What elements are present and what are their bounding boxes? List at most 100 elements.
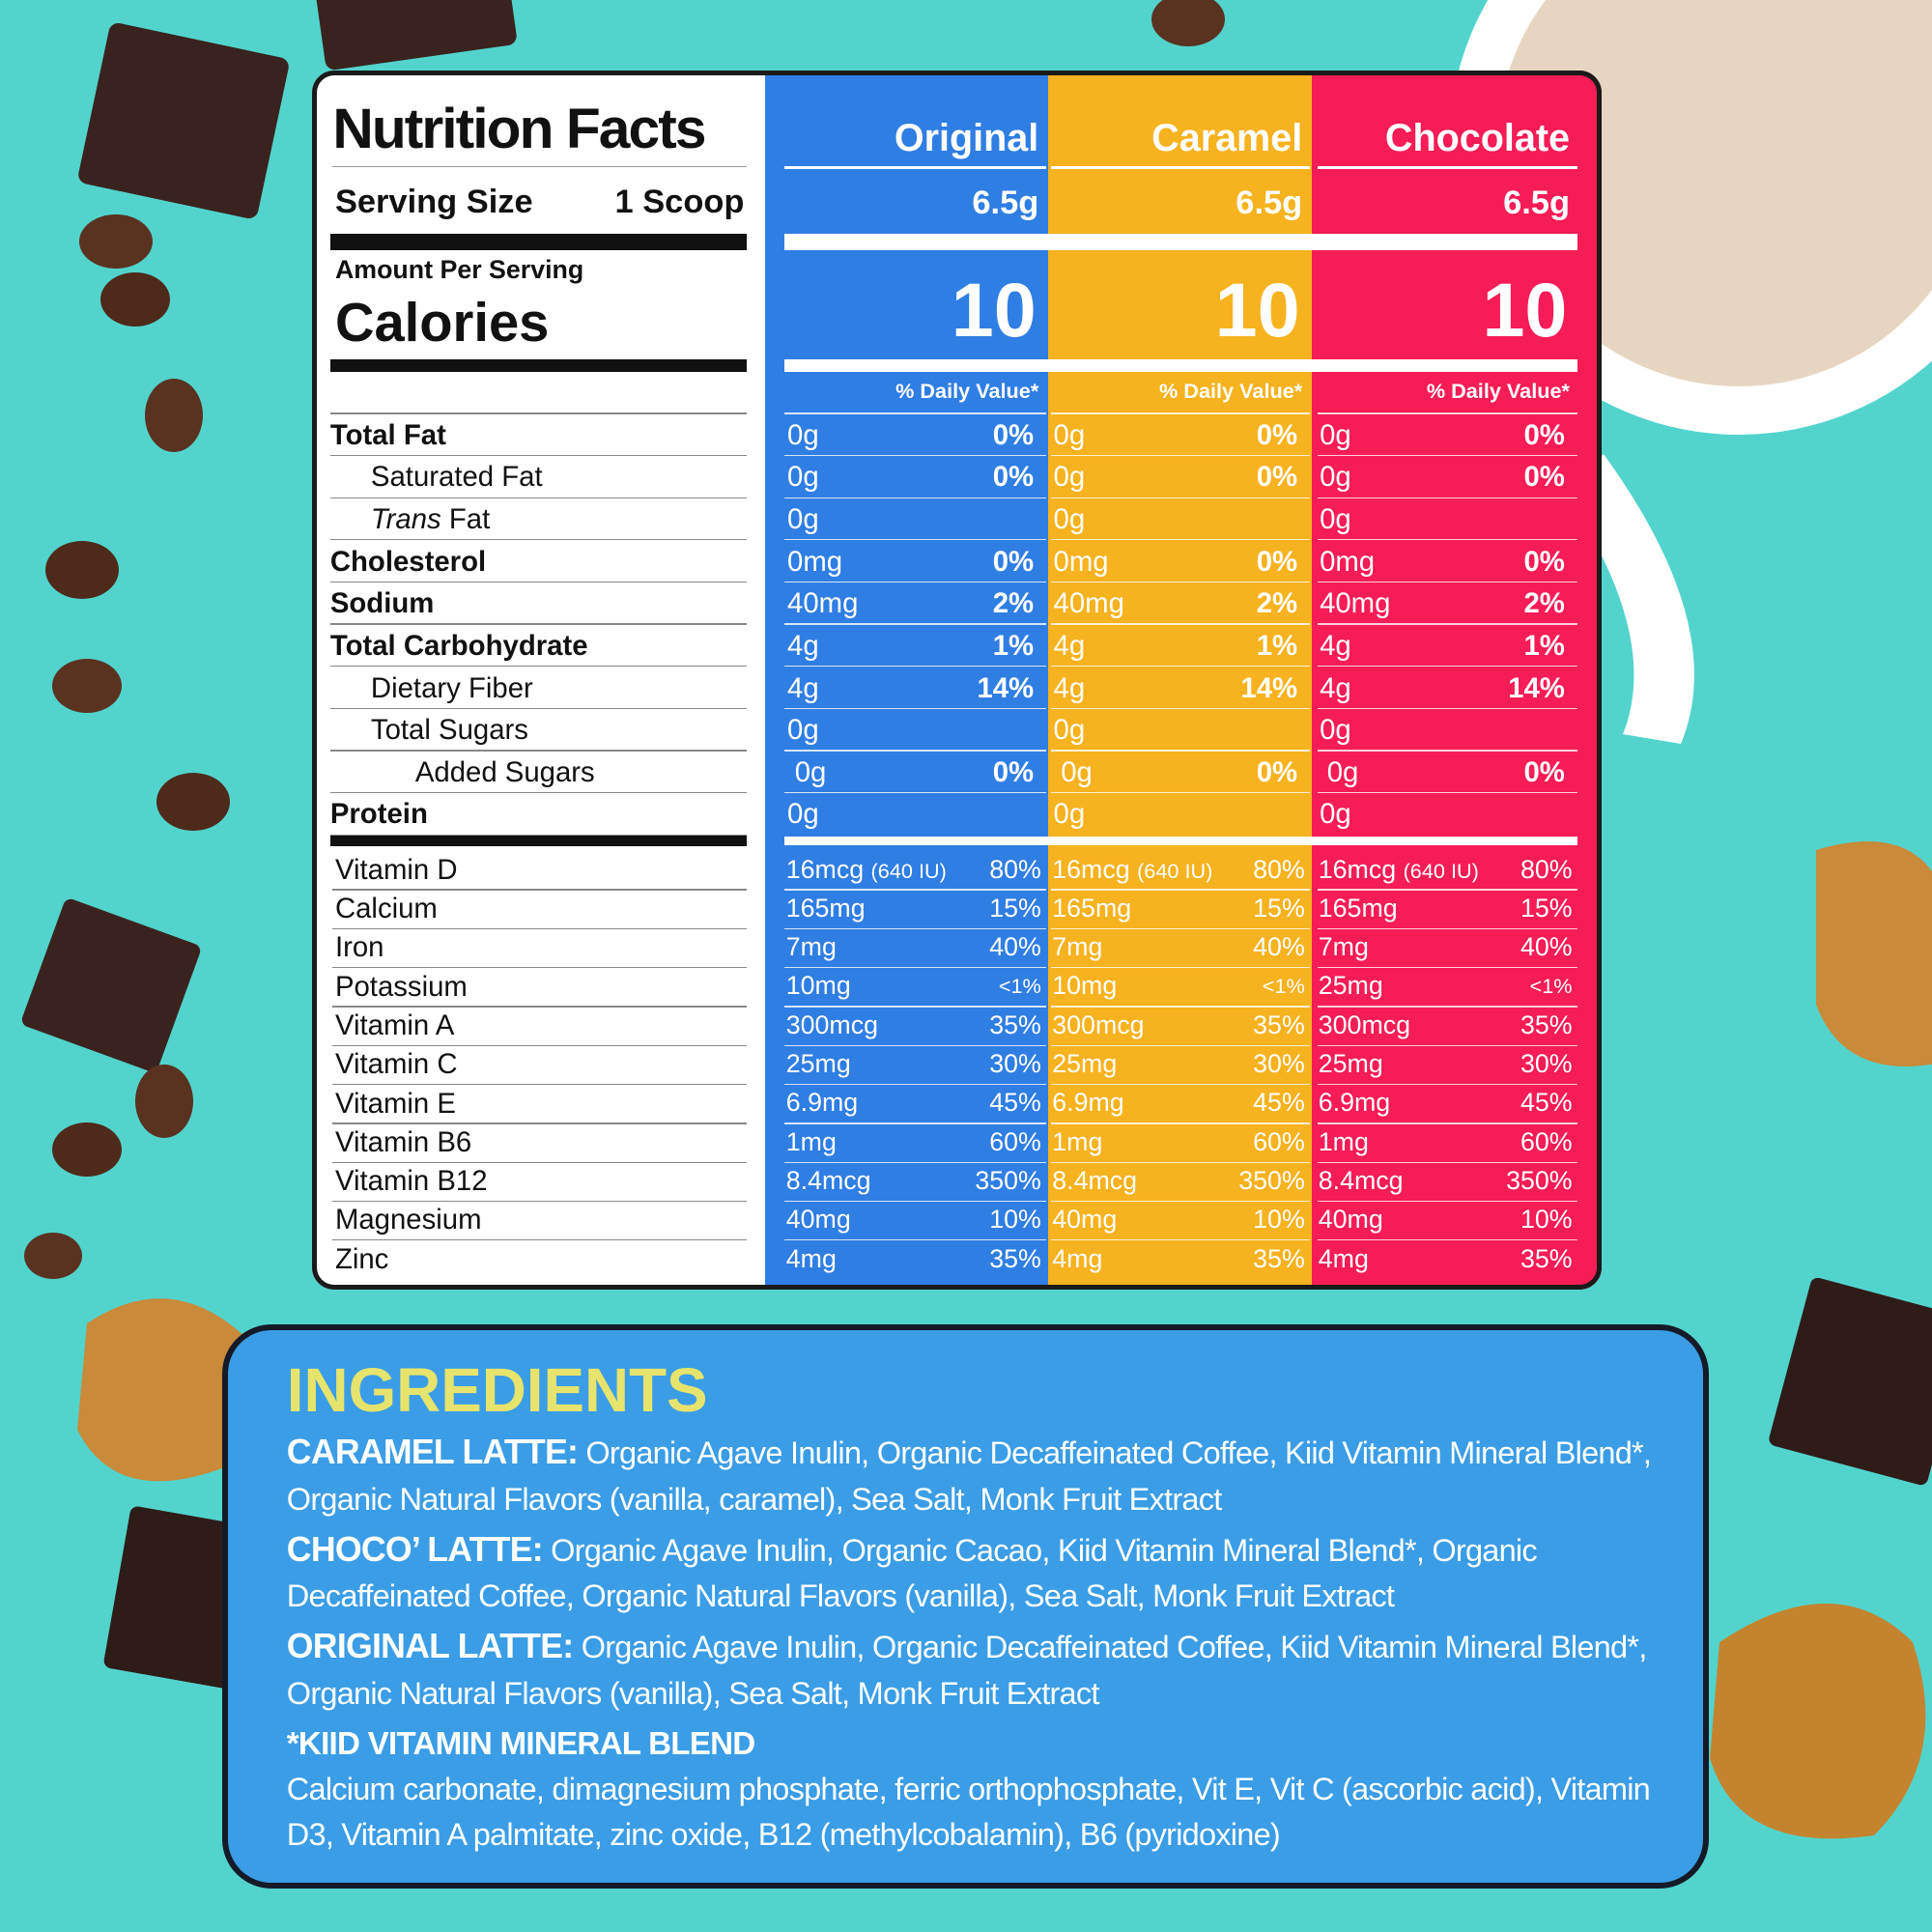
nutrient-amount: 0g — [787, 798, 819, 831]
vitamin-daily-value: 40% — [1253, 932, 1305, 962]
row-rule — [1051, 889, 1310, 891]
nutrient-name: Sodium — [330, 583, 1193, 623]
row-rule — [784, 1161, 1046, 1163]
row-rule — [1051, 1200, 1310, 1203]
amount-per-serving: Amount Per Serving — [334, 254, 584, 284]
ingredient-item: CARAMEL LATTE: Organic Agave Inulin, Org… — [287, 1430, 1655, 1521]
vitamin-daily-value: 35% — [1520, 1243, 1573, 1273]
row-rule — [332, 927, 747, 929]
row-rule — [784, 1122, 1046, 1124]
row-rule — [329, 497, 747, 498]
vitamin-amount: 40mg — [1319, 1202, 1602, 1238]
vitamin-amount-text: 165mg — [1318, 893, 1398, 923]
nutrient-daily-value: 0% — [992, 461, 1035, 494]
row-rule — [1317, 1044, 1577, 1046]
vitamin-amount: 1mg — [1052, 1124, 1602, 1161]
nutrient-amount: 0mg — [787, 545, 843, 578]
bean — [79, 214, 153, 269]
vitamin-name: Vitamin A — [334, 1009, 455, 1041]
nutrient-daily-value: 0% — [1523, 755, 1565, 788]
blend-title: *KIID VITAMIN MINERAL BLEND — [286, 1725, 755, 1762]
vitamin-amount-text: 165mg — [1052, 893, 1132, 923]
ingredient-label: CHOCO’ LATTE: — [286, 1529, 544, 1569]
vitamin-amount-text: 4mg — [1052, 1243, 1103, 1273]
nutrient-daily-value: 1% — [992, 629, 1035, 662]
vitamin-amount: 40mg — [786, 1202, 1602, 1238]
bean — [145, 379, 203, 452]
row-rule — [329, 539, 747, 541]
row-rule — [332, 1161, 747, 1163]
vitamin-name: Vitamin C — [334, 1048, 458, 1081]
vitamin-amount-text: 16mcg — [785, 854, 865, 884]
vitamin-amount-text: 300mcg — [1318, 1009, 1411, 1039]
vitamin-amount-text: 16mcg — [1052, 854, 1130, 884]
nutrient-daily-value: 0% — [992, 755, 1035, 788]
row-rule — [1317, 1006, 1577, 1008]
nutrient-name-text: Protein — [329, 798, 428, 831]
vitamin-daily-value: 15% — [1520, 893, 1573, 923]
nutrient-daily-value: 0% — [1523, 545, 1565, 578]
nutrient-name: Total Carbohydrate — [330, 626, 1193, 666]
flavor-column — [1312, 70, 1603, 1291]
vitamin-amount: 8.4mcg — [786, 1163, 1602, 1200]
nutrient-amount: 0g — [1053, 503, 1086, 536]
nutrient-amount: 0g — [787, 461, 819, 494]
vitamin-amount: 10mg — [1052, 968, 1602, 1005]
vitamin-amount-text: 25mg — [785, 1049, 851, 1079]
chocolate — [314, 0, 517, 71]
row-rule — [1317, 1083, 1577, 1086]
nutrient-name-italic: Trans — [370, 503, 441, 536]
row-rule — [1317, 497, 1577, 498]
vitamin-amount-text: 8.4mcg — [1052, 1165, 1138, 1195]
row-rule — [1317, 539, 1577, 541]
vitamin-amount-text: 25mg — [1318, 1049, 1383, 1079]
flavor-serving: 6.5g — [972, 185, 1039, 222]
nutrient-daily-value: 14% — [977, 671, 1035, 704]
vitamin-amount-note: (640 IU) — [870, 858, 947, 883]
nutrient-name-text: Sodium — [329, 587, 435, 620]
nutrient-amount: 0g — [787, 418, 819, 451]
nutrient-name-text: Added Sugars — [414, 755, 595, 788]
vitamin-daily-value: 35% — [989, 1009, 1041, 1039]
bean — [52, 1122, 122, 1177]
thick-rule — [329, 835, 747, 847]
nutrient-daily-value: 1% — [1523, 629, 1565, 662]
row-rule — [784, 1083, 1046, 1086]
row-rule — [329, 791, 747, 794]
vitamin-daily-value: 45% — [1520, 1088, 1573, 1118]
row-rule — [1317, 412, 1577, 414]
row-rule — [329, 666, 747, 668]
vitamin-amount: 7mg — [1052, 929, 1602, 966]
vitamin-daily-value: 60% — [989, 1126, 1041, 1156]
daily-value-header: % Daily Value* — [895, 379, 1039, 404]
nutrient-name: Cholesterol — [330, 542, 1193, 582]
row-rule — [1317, 454, 1577, 457]
vitamin-amount-text: 7mg — [785, 932, 837, 962]
nutrient-daily-value: 0% — [1256, 461, 1298, 494]
nutrient-amount: 4g — [1320, 671, 1351, 704]
row-rule — [1317, 1239, 1577, 1241]
row-rule — [332, 1044, 747, 1046]
row-rule — [784, 623, 1046, 625]
vitamin-amount-text: 7mg — [1052, 932, 1103, 962]
vitamin-daily-value: 35% — [1253, 1009, 1305, 1039]
nutrient-daily-value: 0% — [1523, 418, 1565, 451]
vitamin-amount: 165mg — [786, 891, 1602, 927]
row-rule — [329, 454, 747, 457]
row-rule — [1051, 1239, 1310, 1241]
row-rule — [784, 750, 1046, 752]
vitamin-daily-value: 80% — [989, 854, 1041, 884]
vitamin-daily-value: 35% — [989, 1243, 1041, 1273]
vitamin-amount-text: 1mg — [785, 1126, 837, 1156]
row-rule — [1317, 1122, 1577, 1124]
nutrient-name-text: Saturated Fat — [370, 461, 543, 494]
nutrient-amount: 40mg — [1320, 587, 1391, 620]
vitamin-amount: 4mg — [1052, 1241, 1602, 1278]
row-rule — [784, 1239, 1046, 1241]
coffee — [1497, 0, 1932, 386]
row-rule — [332, 889, 747, 891]
flavor-calories: 10 — [1482, 267, 1568, 354]
vitamin-daily-value: 30% — [989, 1049, 1041, 1079]
row-rule — [1051, 1044, 1310, 1046]
nutrition-card-border — [311, 70, 1603, 1291]
